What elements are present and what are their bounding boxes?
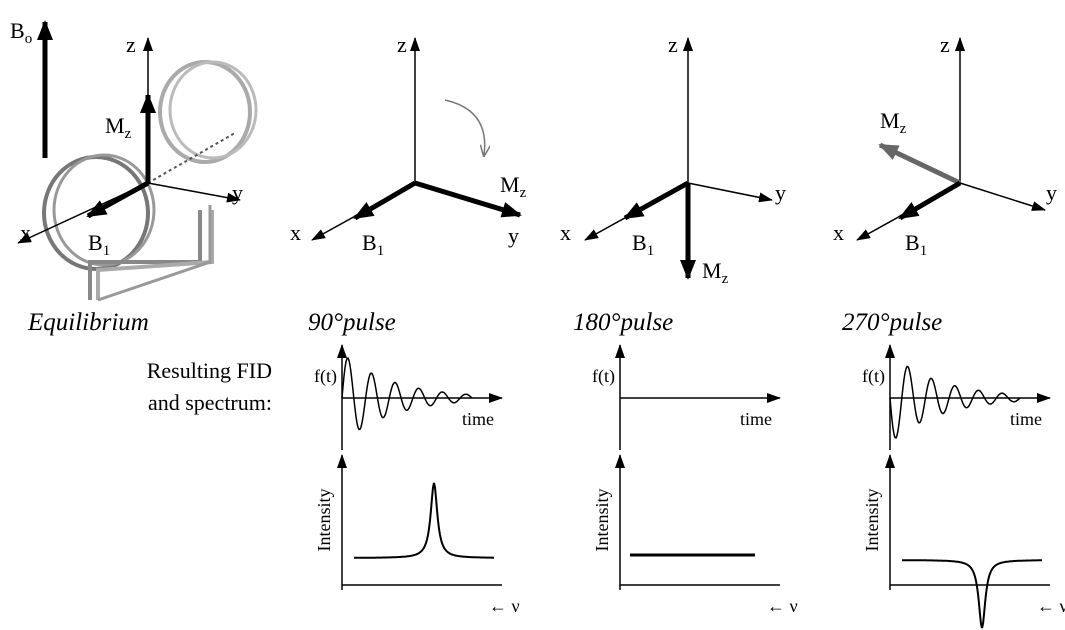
- b1-label-sub: 1: [647, 243, 655, 259]
- mz-label: Mz: [880, 108, 907, 137]
- y-label: y: [232, 180, 243, 205]
- b0-label-sub: o: [25, 31, 33, 47]
- mz-label-main: M: [105, 113, 125, 138]
- fid-x-label: time: [462, 409, 494, 429]
- arrow: [414, 180, 522, 218]
- x-label: x: [20, 220, 31, 245]
- b1-label-main: B: [905, 230, 920, 255]
- arrow: [353, 180, 417, 221]
- caption: 270°pulse: [842, 309, 942, 336]
- b1-label: B1: [362, 230, 384, 259]
- z-label: z: [126, 32, 136, 57]
- results-label: Resulting FID: [147, 358, 272, 383]
- spec-y-label: Intensity: [592, 489, 612, 552]
- arrow: [959, 182, 1046, 211]
- mz-label-sub: z: [900, 121, 907, 137]
- fid-y-label: f(t): [862, 366, 885, 387]
- mz-label-sub: z: [125, 126, 132, 142]
- b1-label-main: B: [88, 230, 103, 255]
- fid-y-label: f(t): [592, 366, 615, 387]
- spec-y-label: Intensity: [862, 489, 882, 552]
- spec-x-label: ← ν: [489, 596, 520, 616]
- spectrum: [354, 482, 494, 559]
- mz-label-main: M: [702, 258, 722, 283]
- z-label: z: [397, 32, 407, 57]
- b1-label-main: B: [632, 230, 647, 255]
- arrow: [147, 182, 241, 203]
- spectrum: [902, 559, 1042, 629]
- mz-label: Mz: [702, 258, 729, 287]
- b1-label-main: B: [362, 230, 377, 255]
- z-label: z: [668, 32, 678, 57]
- arrow: [878, 142, 962, 186]
- fid-curve: [889, 365, 1021, 439]
- b1-label-sub: 1: [377, 243, 385, 259]
- y-label: y: [775, 180, 786, 205]
- caption: 180°pulse: [573, 309, 673, 336]
- mz-label: Mz: [105, 113, 132, 142]
- fid-x-label: time: [740, 409, 772, 429]
- x-label: x: [560, 220, 571, 245]
- mz-label-sub: z: [520, 185, 527, 201]
- mz-label-main: M: [500, 172, 520, 197]
- fid-x-label: time: [1010, 409, 1042, 429]
- spec-x-label: ← ν: [767, 596, 798, 616]
- b0-label-main: B: [10, 18, 25, 43]
- b0-label: Bo: [10, 18, 32, 47]
- b1-label: B1: [88, 230, 110, 259]
- mz-label-sub: z: [722, 271, 729, 287]
- x-label: x: [833, 220, 844, 245]
- arrow: [86, 180, 150, 219]
- b1-label-sub: 1: [103, 243, 111, 259]
- mz-label: Mz: [500, 172, 527, 201]
- b1-label: B1: [905, 230, 927, 259]
- rotation-arrow: [444, 99, 485, 155]
- fid-y-label: f(t): [314, 366, 337, 387]
- arrow: [898, 180, 962, 221]
- spec-x-label: ← ν: [1037, 596, 1065, 616]
- caption: 90°pulse: [308, 309, 396, 336]
- y-label: y: [1046, 180, 1057, 205]
- coils: [42, 60, 258, 302]
- y-label: y: [508, 223, 519, 248]
- z-label: z: [940, 32, 950, 57]
- b1-label: B1: [632, 230, 654, 259]
- results-label: and spectrum:: [148, 390, 272, 415]
- b1-label-sub: 1: [920, 243, 928, 259]
- arrow: [623, 180, 690, 221]
- mz-label-main: M: [880, 108, 900, 133]
- x-label: x: [290, 220, 301, 245]
- fid-curve: [341, 357, 473, 431]
- arrow: [687, 182, 773, 203]
- caption: Equilibrium: [27, 309, 149, 336]
- spec-y-label: Intensity: [314, 489, 334, 552]
